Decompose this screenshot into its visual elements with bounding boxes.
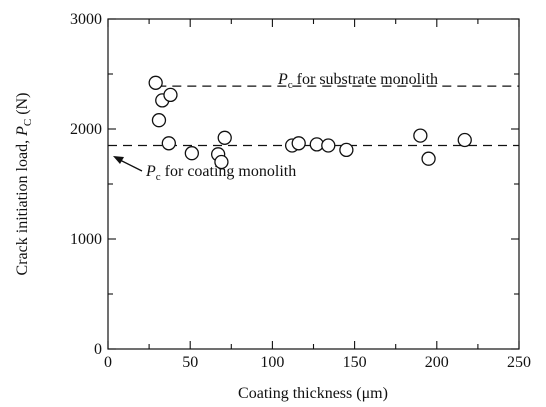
y-axis-label: Crack initiation load, PC (N) [14,93,34,276]
y-axis-label-var: P [14,126,31,137]
data-point [339,142,354,158]
data-point [163,87,178,103]
data-point [184,146,199,161]
x-tick-label: 50 [182,354,198,371]
axis-ticks [107,18,520,350]
data-point [148,75,163,90]
y-tick-label: 2000 [70,121,102,138]
y-tick-label: 3000 [70,11,102,28]
plot-frame [107,18,520,350]
x-tick-label: 200 [425,354,449,371]
data-point [214,154,229,170]
data-points [148,75,472,170]
substrate-label-text: for substrate monolith [293,71,438,88]
y-axis-label-unit: (N) [14,93,31,119]
data-point [217,130,232,145]
data-point [151,113,167,128]
x-tick-label: 0 [104,354,112,371]
substrate-monolith-label: Pc for substrate monolith [277,71,438,91]
data-point [413,128,428,143]
substrate-label-sub: c [288,79,293,91]
coating-arrow [113,156,143,172]
data-point [291,136,306,151]
x-axis-label: Coating thickness (μm) [238,385,388,402]
substrate-label-var: P [277,71,288,88]
coating-monolith-label: Pc for coating monolith [145,163,296,183]
axis-tick-labels: 0 50 100 150 200 250 0 1000 2000 3000 [70,11,531,371]
data-point [161,136,176,151]
x-tick-label: 150 [343,354,367,371]
y-axis-label-main: Crack initiation load, [14,136,31,276]
data-point [421,151,436,166]
coating-label-text: for coating monolith [161,163,297,180]
data-point [457,132,472,148]
y-tick-label: 1000 [70,231,102,248]
y-axis-label-sub: C [22,119,34,126]
reference-lines [108,85,519,147]
x-tick-label: 250 [507,354,531,371]
data-point [321,138,336,153]
coating-label-var: P [145,163,156,180]
x-tick-label: 100 [260,354,284,371]
y-tick-label: 0 [94,341,102,358]
coating-label-sub: c [156,171,161,183]
